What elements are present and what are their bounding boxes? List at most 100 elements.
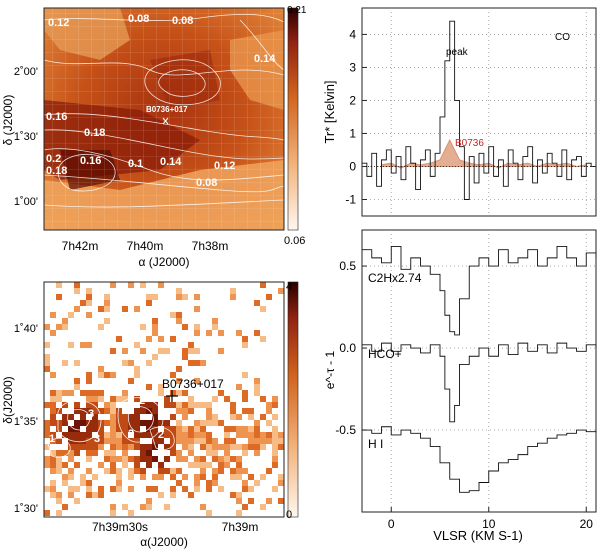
map-cell: [86, 432, 92, 438]
map-cell: [74, 426, 80, 432]
contour-label: 2: [128, 428, 134, 440]
map-cell: [218, 456, 224, 462]
map-cell: [140, 348, 146, 354]
map-cell: [104, 408, 110, 414]
map-cell: [146, 300, 152, 306]
map-cell: [116, 474, 122, 480]
map-cell: [68, 456, 74, 462]
map-cell: [200, 462, 206, 468]
colorbar-max-label: 0.21: [287, 5, 307, 16]
map-cell: [68, 414, 74, 420]
map-cell: [242, 342, 248, 348]
map-cell: [86, 480, 92, 486]
abs-x-tick-label: 10: [482, 517, 496, 531]
dec-tick-label: 1˚35': [14, 416, 38, 428]
map-cell: [206, 438, 212, 444]
map-cell: [176, 480, 182, 486]
map-cell: [152, 354, 158, 360]
map-cell: [92, 474, 98, 480]
map-cell: [122, 360, 128, 366]
map-cell: [92, 414, 98, 420]
map-cell: [212, 450, 218, 456]
map-cell: [176, 318, 182, 324]
contour-label: 0.14: [254, 53, 276, 65]
contour-label: 0.16: [46, 111, 67, 123]
map-cell: [80, 414, 86, 420]
map-cell: [146, 504, 152, 510]
map-cell: [218, 348, 224, 354]
map-cell: [248, 474, 254, 480]
map-cell: [104, 438, 110, 444]
map-cell: [236, 462, 242, 468]
map-cell: [272, 396, 278, 402]
map-cell: [62, 462, 68, 468]
contour-label: 0.2: [46, 153, 61, 165]
map-cell: [266, 420, 272, 426]
map-cell: [80, 444, 86, 450]
ra-tick-label: 7h39m30s: [92, 520, 148, 534]
map-cell: [152, 444, 158, 450]
map-cell: [188, 360, 194, 366]
map-cell: [158, 492, 164, 498]
map-cell: [158, 282, 164, 288]
map-cell: [200, 432, 206, 438]
map-cell: [62, 432, 68, 438]
map-cell: [206, 480, 212, 486]
map-cell: [230, 294, 236, 300]
map-cell: [104, 402, 110, 408]
map-cell: [68, 468, 74, 474]
map-cell: [128, 456, 134, 462]
map-cell: [56, 438, 62, 444]
map-cell: [62, 504, 68, 510]
map-cell: [110, 414, 116, 420]
map-cell: [212, 420, 218, 426]
map-cell: [92, 444, 98, 450]
map-cell: [152, 426, 158, 432]
map-cell: [50, 462, 56, 468]
map-cell: [164, 504, 170, 510]
map-cell: [236, 510, 242, 516]
map-cell: [200, 456, 206, 462]
map-cell: [218, 468, 224, 474]
source-label: B0736+017: [162, 377, 224, 391]
map-cell: [86, 402, 92, 408]
contour-label: 0.12: [214, 160, 235, 172]
map-cell: [182, 432, 188, 438]
map-cell: [146, 420, 152, 426]
map-cell: [44, 360, 50, 366]
ra-tick-label: 7h40m: [127, 239, 164, 253]
map-cell: [182, 456, 188, 462]
map-cell: [146, 456, 152, 462]
map-cell: [140, 420, 146, 426]
map-cell: [242, 468, 248, 474]
panel-bl-map: 3 3 2 2 2 1 B0736+017 4 0 1˚40' 1˚35' 1˚…: [1, 281, 299, 549]
map-cell: [56, 510, 62, 516]
colorbar-min-label: 0: [286, 509, 292, 521]
map-cell: [224, 444, 230, 450]
map-cell: [194, 456, 200, 462]
map-cell: [68, 474, 74, 480]
co-y-tick-label: 2: [349, 93, 356, 107]
map-cell: [116, 486, 122, 492]
map-cell: [278, 288, 284, 294]
map-cell: [224, 456, 230, 462]
map-cell: [140, 468, 146, 474]
ra-tick-label: 7h42m: [62, 239, 99, 253]
map-cell: [56, 450, 62, 456]
map-cell: [74, 288, 80, 294]
map-cell: [86, 390, 92, 396]
map-cell: [212, 396, 218, 402]
map-cell: [218, 330, 224, 336]
map-cell: [128, 468, 134, 474]
map-cell: [236, 432, 242, 438]
map-cell: [236, 330, 242, 336]
colorbar-tl: [287, 7, 299, 231]
map-cell: [44, 426, 50, 432]
map-cell: [92, 492, 98, 498]
map-cell: [206, 408, 212, 414]
map-cell: [182, 444, 188, 450]
map-cell: [152, 432, 158, 438]
map-cell: [194, 462, 200, 468]
map-cell: [170, 336, 176, 342]
map-cell: [122, 444, 128, 450]
